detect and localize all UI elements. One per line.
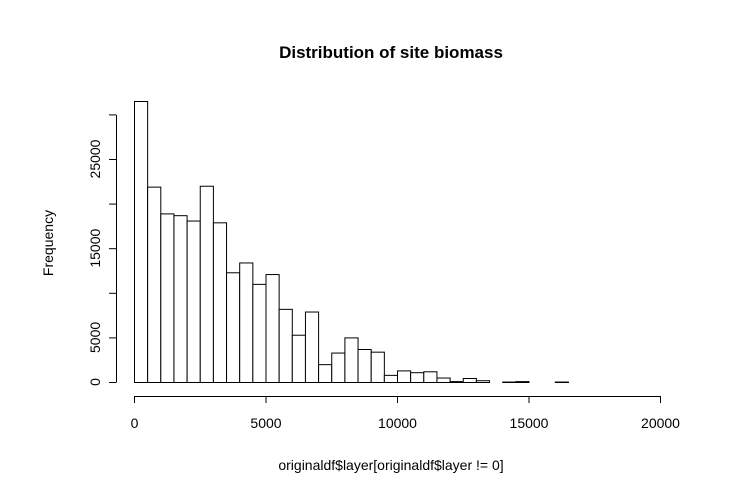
histogram-bar: [226, 272, 241, 383]
x-axis: 0 5000 10000 15000 20000: [131, 396, 680, 431]
histogram-bar: [199, 185, 214, 383]
x-tick-label: 20000: [641, 415, 680, 431]
histogram-bar: [370, 351, 385, 384]
histogram-bar: [252, 283, 267, 383]
histogram-bar: [304, 311, 320, 383]
histogram-bar: [278, 308, 293, 384]
histogram-bar: [134, 101, 149, 383]
x-tick-label: 15000: [510, 415, 549, 431]
histogram-bar: [344, 337, 359, 383]
y-axis: 0 5000 15000 25000: [87, 114, 117, 386]
histogram-bar: [410, 372, 425, 384]
y-tick-label: 0: [87, 378, 103, 386]
histogram-bar: [436, 377, 451, 384]
histogram-bar: [515, 381, 530, 383]
histogram-bar: [357, 348, 372, 383]
bars: [134, 101, 569, 384]
histogram-bar: [173, 215, 188, 383]
x-axis-label: originaldf$layer[originaldf$layer != 0]: [278, 457, 503, 473]
y-axis-label: Frequency: [40, 210, 56, 276]
histogram-bar: [462, 377, 477, 383]
histogram-bar: [449, 381, 464, 383]
histogram-bar: [265, 274, 280, 383]
histogram-bar: [212, 222, 228, 383]
y-tick-label: 5000: [87, 322, 103, 353]
histogram-bar: [147, 186, 162, 383]
histogram-bar: [318, 364, 333, 384]
x-tick-label: 10000: [378, 415, 417, 431]
histogram-bar: [331, 352, 346, 383]
y-tick-label: 25000: [87, 139, 103, 178]
histogram-bar: [423, 371, 438, 383]
x-tick-label: 0: [131, 415, 139, 431]
histogram-bar: [239, 262, 254, 383]
x-tick-label: 5000: [250, 415, 281, 431]
histogram-bar: [186, 220, 201, 383]
histogram-bar: [397, 370, 412, 383]
histogram-bar: [291, 334, 306, 383]
histogram-bar: [383, 374, 399, 383]
y-tick-label: 15000: [87, 229, 103, 268]
chart-title: Distribution of site biomass: [279, 43, 503, 62]
histogram-bar: [475, 380, 491, 384]
histogram-bar: [160, 213, 175, 383]
